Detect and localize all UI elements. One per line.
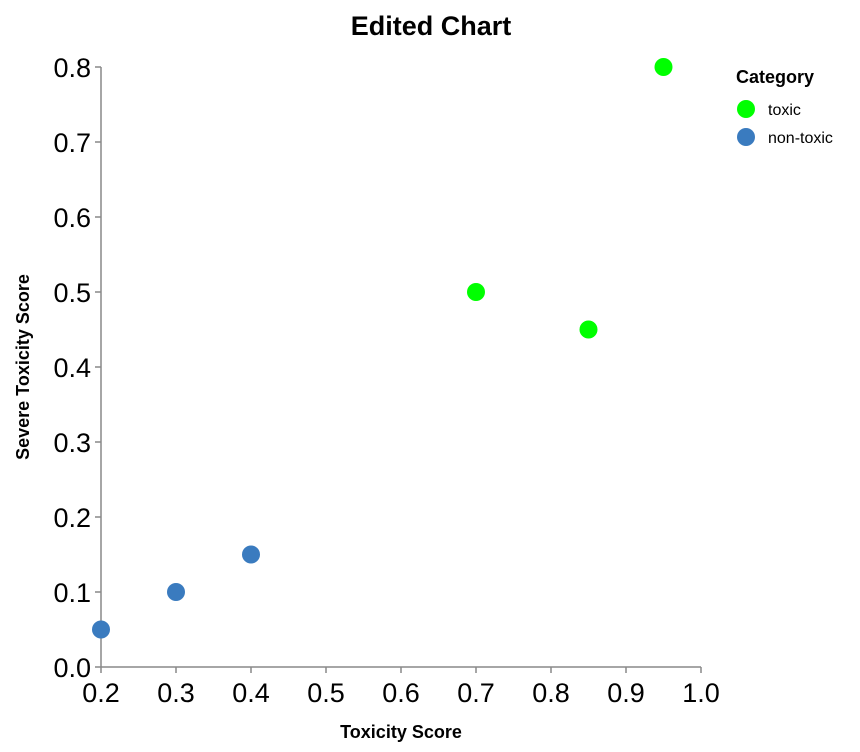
y-tick-label: 0.8 [53, 53, 91, 83]
y-tick-label: 0.7 [53, 128, 91, 158]
y-tick-label: 0.5 [53, 278, 91, 308]
point-toxic [467, 283, 485, 301]
legend-label-toxic: toxic [768, 102, 801, 119]
x-tick-label: 0.9 [607, 678, 645, 708]
point-toxic [654, 58, 673, 76]
y-tick-label: 0.6 [53, 203, 91, 233]
point-non-toxic [92, 620, 110, 639]
y-axis: 0.0 0.1 0.2 0.3 0.4 0.5 0.6 0.7 0.8 [53, 53, 102, 683]
x-tick-label: 0.3 [157, 678, 195, 708]
legend: Category toxic non-toxic [736, 67, 833, 147]
x-tick-label: 0.2 [82, 678, 120, 708]
x-axis-title: Toxicity Score [340, 722, 462, 742]
y-tick-label: 0.3 [53, 428, 91, 458]
y-axis-title: Severe Toxicity Score [13, 274, 33, 460]
chart-title: Edited Chart [351, 11, 512, 41]
y-tick-label: 0.0 [53, 653, 91, 683]
legend-swatch-toxic [737, 100, 755, 118]
point-non-toxic [167, 583, 185, 601]
point-toxic [579, 320, 598, 339]
y-tick-label: 0.1 [53, 578, 91, 608]
point-non-toxic [242, 545, 260, 564]
x-tick-label: 0.4 [232, 678, 270, 708]
y-tick-label: 0.4 [53, 353, 91, 383]
x-tick-label: 0.7 [457, 678, 495, 708]
y-tick-label: 0.2 [53, 503, 91, 533]
legend-title: Category [736, 67, 814, 87]
data-points [92, 58, 673, 639]
legend-swatch-non-toxic [737, 128, 755, 146]
x-tick-label: 1.0 [682, 678, 720, 708]
x-tick-label: 0.8 [532, 678, 570, 708]
legend-label-non-toxic: non-toxic [768, 130, 833, 147]
x-tick-label: 0.6 [382, 678, 420, 708]
x-tick-label: 0.5 [307, 678, 345, 708]
x-axis: 0.2 0.3 0.4 0.5 0.6 0.7 0.8 0.9 1.0 [82, 666, 720, 708]
